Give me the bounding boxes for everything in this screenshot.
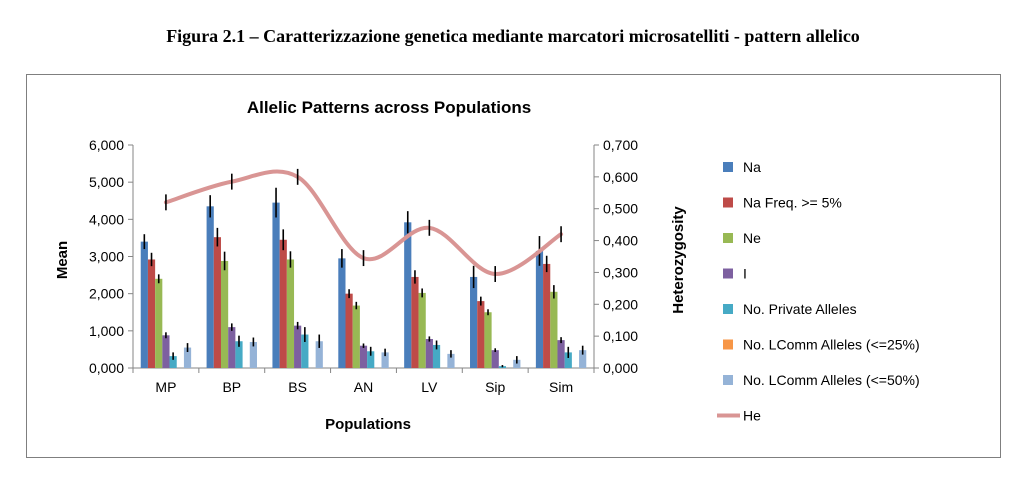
bar — [404, 222, 412, 368]
x-tick-label: Sim — [549, 379, 573, 395]
y-tick-label: 4,000 — [89, 211, 124, 227]
bar — [557, 340, 565, 368]
x-tick-label: MP — [155, 379, 176, 395]
legend-label: No. LComm Alleles (<=25%) — [743, 337, 920, 353]
bar — [235, 341, 243, 368]
y2-tick-label: 0,700 — [603, 137, 638, 153]
bar — [535, 250, 544, 368]
bar — [477, 301, 485, 368]
legend-label: No. Private Alleles — [743, 301, 857, 317]
bar — [432, 344, 441, 368]
legend-swatch — [723, 375, 733, 385]
legend-label: He — [743, 408, 761, 424]
chart-svg: Allelic Patterns across Populations Popu… — [54, 98, 920, 433]
legend-swatch — [723, 268, 733, 279]
bar — [564, 352, 572, 368]
bar — [359, 345, 368, 368]
y2-tick-label: 0,400 — [603, 233, 638, 249]
legend-label: No. LComm Alleles (<=50%) — [743, 372, 920, 388]
bar — [162, 335, 170, 368]
y2-axis-label: Heterozygosity — [670, 206, 687, 314]
legend-swatch — [723, 304, 733, 314]
bar — [381, 352, 389, 368]
figure-caption: Figura 2.1 – Caratterizzazione genetica … — [166, 26, 860, 46]
bar — [425, 339, 433, 368]
bar — [352, 305, 360, 368]
y2-tick-label: 0,100 — [603, 328, 638, 344]
legend-label: Ne — [743, 230, 761, 246]
bar — [579, 350, 587, 368]
y2-tick-label: 0,600 — [603, 169, 638, 185]
axes: 0,000 1,000 2,000 3,000 4,000 5,000 6,000 0,000… — [89, 137, 638, 395]
bar — [543, 263, 551, 368]
bar — [411, 276, 419, 368]
bar — [147, 259, 156, 368]
x-tick-label: BS — [288, 379, 307, 395]
legend-swatch — [723, 339, 733, 350]
bar — [140, 241, 148, 368]
bar — [301, 334, 309, 368]
bar — [183, 347, 192, 368]
bar — [345, 293, 353, 368]
bar — [491, 350, 499, 368]
bar — [286, 259, 295, 368]
bar — [206, 206, 214, 368]
bar — [418, 292, 426, 368]
x-tick-label: BP — [222, 379, 241, 395]
y-tick-label: 5,000 — [89, 174, 124, 190]
y-tick-label: 1,000 — [89, 323, 124, 339]
bar — [470, 276, 478, 368]
x-tick-label: LV — [421, 379, 438, 395]
bars — [140, 187, 587, 368]
y-axis-label: Mean — [54, 241, 71, 279]
bar — [220, 260, 229, 368]
legend-swatch — [723, 233, 733, 243]
y-tick-label: 3,000 — [89, 249, 124, 265]
bar — [155, 278, 163, 368]
y-tick-label: 6,000 — [89, 137, 124, 153]
legend-label: Na Freq. >= 5% — [743, 195, 842, 211]
bar — [338, 258, 346, 368]
chart-title: Allelic Patterns across Populations — [247, 98, 531, 117]
y-tick-label: 0,000 — [89, 360, 124, 376]
bar — [169, 356, 177, 368]
bar — [228, 327, 236, 368]
bar — [367, 351, 375, 368]
x-axis-label: Populations — [325, 416, 411, 433]
y2-tick-label: 0,500 — [603, 201, 638, 217]
bar — [249, 341, 257, 368]
bar — [447, 353, 455, 368]
bar — [279, 239, 287, 368]
legend-swatch — [723, 162, 733, 172]
chart-frame: Allelic Patterns across Populations Popu… — [26, 74, 1001, 458]
x-tick-label: Sip — [485, 379, 505, 395]
legend-label: Na — [743, 159, 761, 175]
legend: Na Na Freq. >= 5% Ne I No. Private Alleles No… — [717, 159, 920, 424]
bar — [315, 341, 323, 368]
y2-tick-label: 0,300 — [603, 264, 638, 280]
he-line-layer — [163, 168, 564, 282]
bar — [484, 312, 492, 368]
bar — [294, 325, 302, 368]
bar — [550, 291, 558, 368]
y2-tick-label: 0,200 — [603, 296, 638, 312]
bar — [272, 202, 280, 368]
y-tick-label: 2,000 — [89, 286, 124, 302]
x-tick-label: AN — [354, 379, 373, 395]
legend-label: I — [743, 266, 747, 282]
bar — [513, 359, 521, 368]
legend-swatch — [723, 197, 733, 208]
y2-tick-label: 0,000 — [603, 360, 638, 376]
bar — [213, 237, 221, 368]
